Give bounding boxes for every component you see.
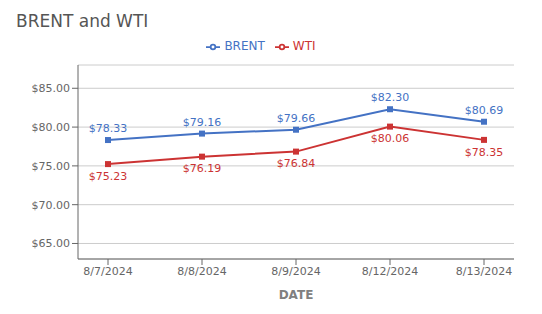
html-text:WTI: WTI <box>292 39 316 53</box>
svg-text:8/7/2024: 8/7/2024 <box>83 265 132 278</box>
html-text:BRENT and WTI: BRENT and WTI <box>16 11 149 31</box>
svg-text:8/8/2024: 8/8/2024 <box>177 265 226 278</box>
svg-text:$75.00: $75.00 <box>32 160 71 173</box>
svg-text:DATE: DATE <box>279 288 314 302</box>
svg-text:$85.00: $85.00 <box>32 82 71 95</box>
svg-text:$65.00: $65.00 <box>32 237 71 250</box>
svg-text:8/9/2024: 8/9/2024 <box>271 265 320 278</box>
svg-text:8/12/2024: 8/12/2024 <box>362 265 418 278</box>
svg-text:$78.33: $78.33 <box>89 122 128 135</box>
svg-text:$82.30: $82.30 <box>371 91 410 104</box>
svg-text:8/13/2024: 8/13/2024 <box>456 265 512 278</box>
svg-text:$76.19: $76.19 <box>183 162 222 175</box>
html-text:BRENT: BRENT <box>224 39 265 53</box>
svg-text:$79.66: $79.66 <box>277 112 316 125</box>
svg-text:$70.00: $70.00 <box>32 199 71 212</box>
svg-text:$78.35: $78.35 <box>465 146 504 159</box>
svg-text:$80.00: $80.00 <box>32 121 71 134</box>
svg-text:$80.69: $80.69 <box>465 104 504 117</box>
svg-text:$79.16: $79.16 <box>183 116 222 129</box>
svg-text:$80.06: $80.06 <box>371 132 410 145</box>
svg-text:$76.84: $76.84 <box>277 157 316 170</box>
svg-text:$75.23: $75.23 <box>89 170 128 183</box>
